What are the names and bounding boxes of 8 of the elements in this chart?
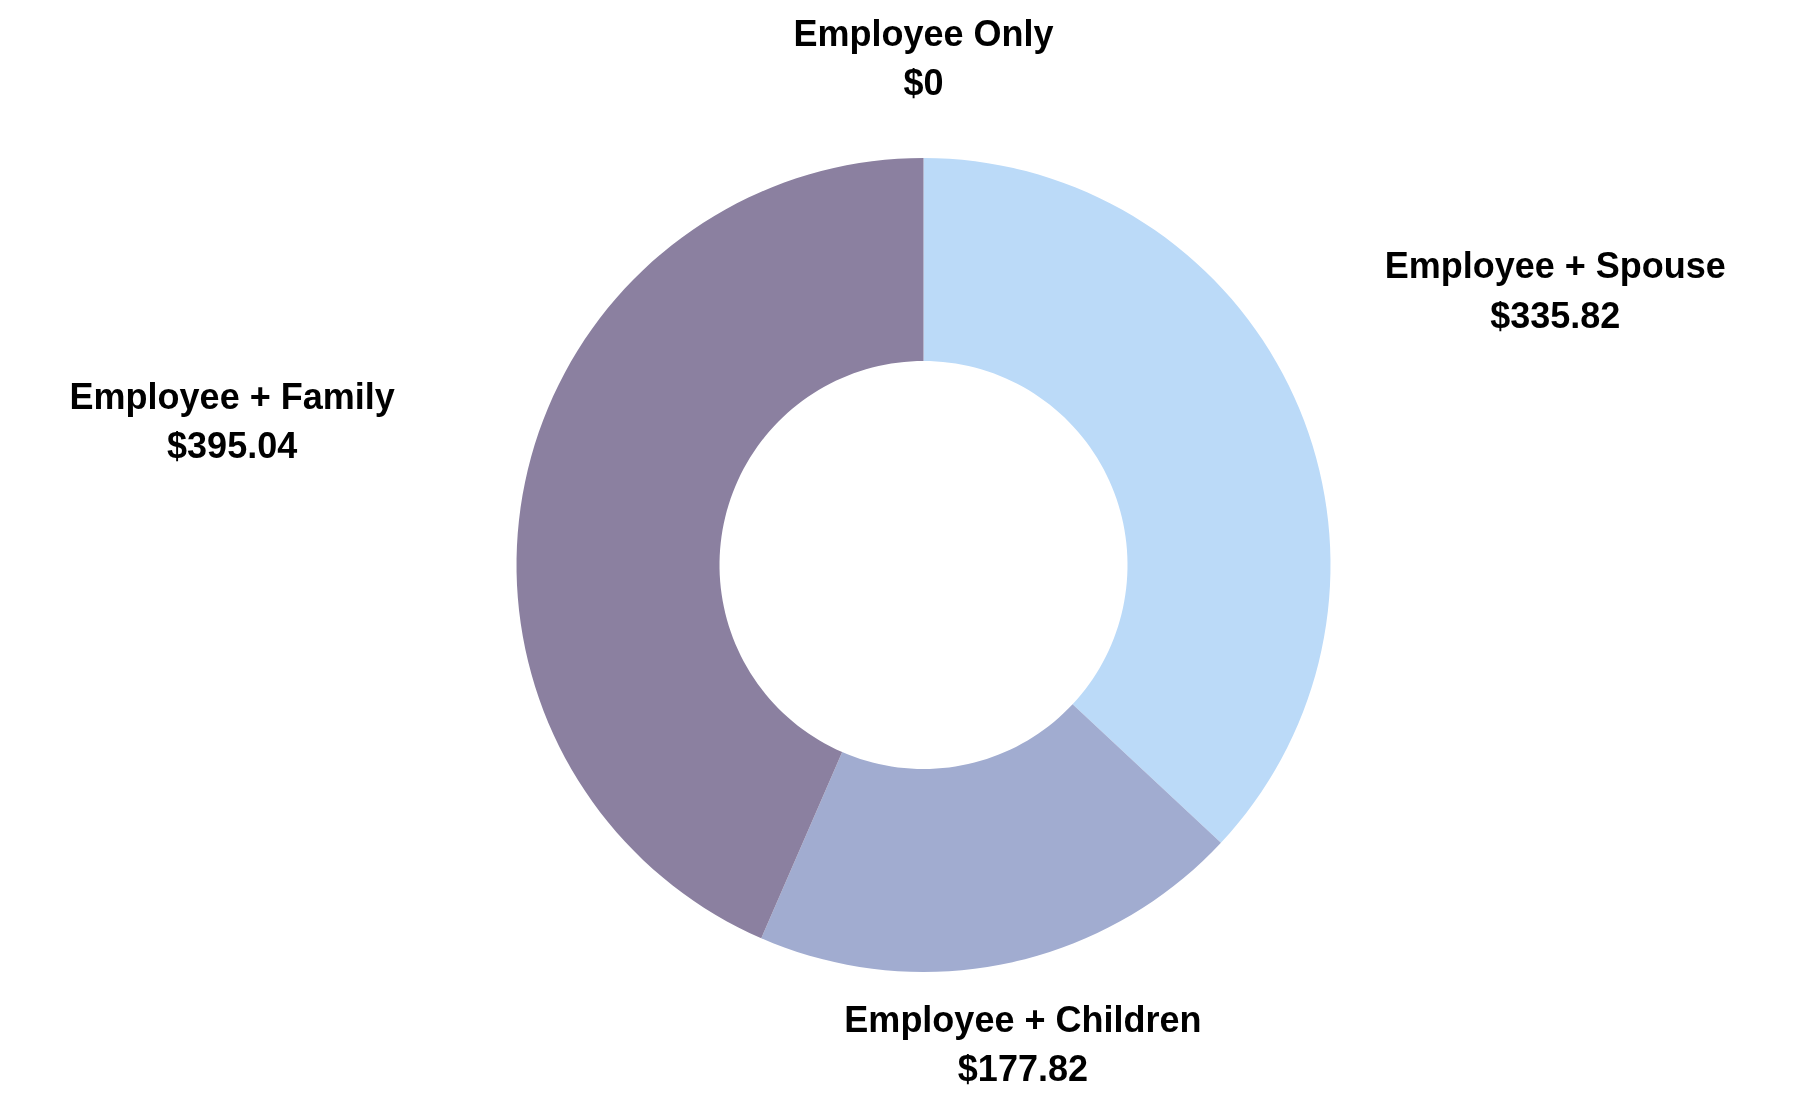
category-label: Employee Only (793, 12, 1054, 54)
data-label: $395.04 (167, 425, 298, 467)
data-label: $335.82 (1490, 294, 1621, 336)
text: $0 (903, 62, 944, 104)
slice-label: Employee + Children (844, 998, 1202, 1040)
data-label: $177.82 (957, 1047, 1088, 1089)
slice-label: Employee + Spouse (1384, 245, 1726, 287)
slice-label: Employee + Family (69, 376, 395, 418)
